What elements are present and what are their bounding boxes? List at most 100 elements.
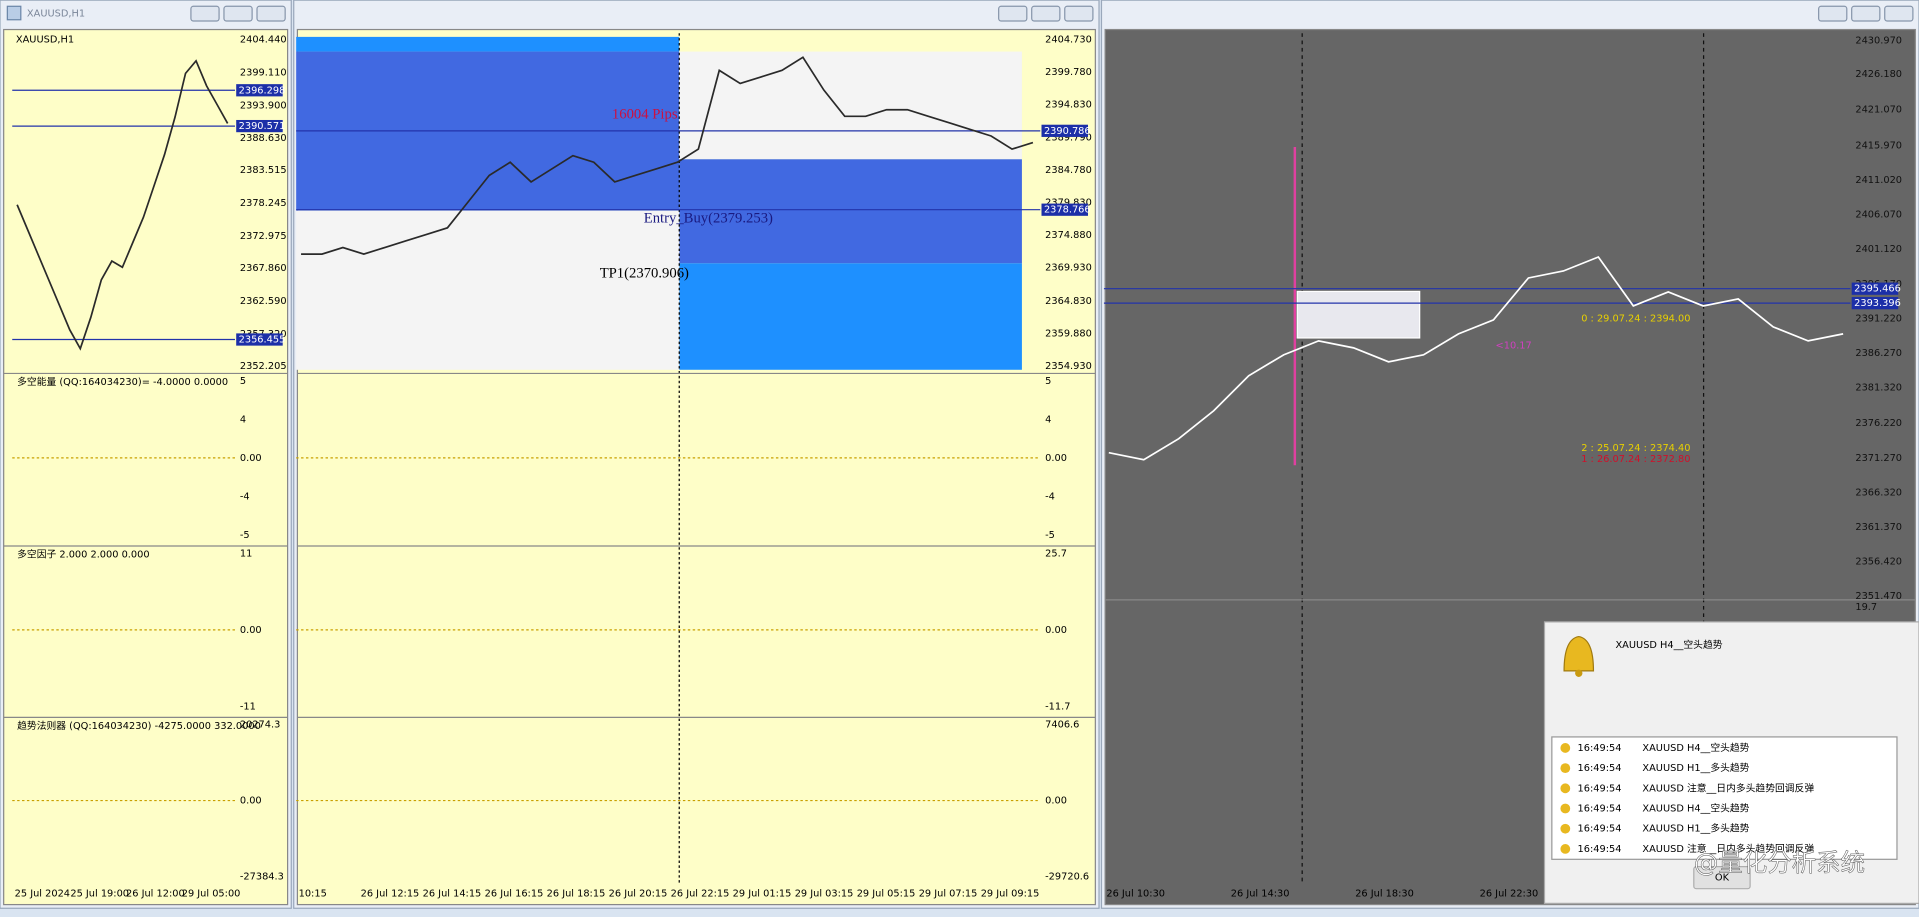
annotation: 2 : 25.07.24 : 2374.40 — [1581, 443, 1690, 454]
price-tick-label: 2404.440 — [240, 34, 287, 45]
annotation: 16004 Pips — [612, 107, 678, 123]
alert-time: 16:49:54 — [1578, 804, 1622, 815]
alert-text: XAUUSD 注意__日内多头趋势回调反弹 — [1642, 781, 1814, 794]
alert-text: XAUUSD H1__多头趋势 — [1642, 822, 1749, 835]
window-button — [998, 5, 1028, 22]
price-tick-label: 2381.320 — [1855, 383, 1902, 394]
annotation: 0 : 29.07.24 : 2394.00 — [1581, 313, 1690, 324]
price-tag-label: 2390.786 — [1044, 126, 1091, 137]
price-tag — [1041, 203, 1089, 216]
price-tick-label: 2421.070 — [1855, 105, 1902, 116]
zone — [1296, 290, 1421, 339]
price-tick-label: 2369.930 — [1045, 263, 1092, 274]
scale-label: 0.00 — [1045, 453, 1067, 464]
window-button — [1884, 5, 1914, 22]
price-tag — [236, 84, 283, 97]
price-tick-label: 2391.220 — [1855, 313, 1902, 324]
alert-text: XAUUSD H4__空头趋势 — [1642, 741, 1749, 754]
price-tick-label: 2430.970 — [1855, 36, 1902, 47]
annotation: Entry_Buy(2379.253) — [644, 211, 773, 227]
alert-time: 16:49:54 — [1578, 844, 1622, 855]
price-tick-label: 2394.830 — [1045, 99, 1092, 110]
price-tick-label: 2352.205 — [240, 361, 287, 372]
indicator-label: 趋势法则器 (QQ:164034230) -4275.0000 332.0000 — [17, 719, 261, 732]
price-tag — [1851, 282, 1899, 295]
window-button — [1851, 5, 1881, 22]
time-label: 26 Jul 22:30 — [1480, 889, 1539, 900]
price-tag — [236, 119, 283, 133]
price-tag — [1851, 297, 1899, 310]
annotation: <10.17 — [1496, 340, 1532, 351]
time-label: 29 Jul 07:15 — [919, 889, 978, 900]
price-tick-label: 2372.975 — [240, 231, 287, 242]
price-tick-label: 2366.320 — [1855, 487, 1902, 498]
watermark: @量化分析系统 — [1694, 848, 1865, 877]
price-line-series — [16, 59, 229, 351]
scale-label: -4 — [1045, 491, 1055, 502]
price-tick-label: 2354.930 — [1045, 361, 1092, 372]
price-tick-label: 2362.590 — [240, 296, 287, 307]
price-tag-label: 2378.766 — [1044, 205, 1091, 216]
price-tick-label: 2359.880 — [1045, 329, 1092, 340]
alert-time: 16:49:54 — [1578, 763, 1622, 774]
time-label: 26 Jul 16:15 — [485, 889, 544, 900]
price-tick-label: 2364.830 — [1045, 296, 1092, 307]
window-button — [1031, 5, 1061, 22]
time-label: 26 Jul 12:00 — [126, 889, 185, 900]
price-tag — [236, 333, 283, 346]
time-label: 29 Jul 05:15 — [857, 889, 916, 900]
price-tag-label: 2395.466 — [1854, 284, 1901, 295]
price-tag-label: 2390.571 — [239, 121, 286, 132]
zone — [679, 263, 1022, 370]
price-tick-label: 2367.860 — [240, 263, 287, 274]
time-label: 25 Jul 19:00 — [70, 889, 129, 900]
scale-label: 19.7 — [1855, 602, 1877, 613]
price-tick-label: 2374.880 — [1045, 230, 1092, 241]
scale-label: 7406.6 — [1045, 720, 1079, 731]
price-tick-label: 2361.370 — [1855, 522, 1902, 533]
alert-text: XAUUSD 注意__日内多头趋势回调反弹 — [1642, 842, 1814, 855]
price-tick-label: 2379.830 — [1045, 198, 1092, 209]
price-tick-label: 2388.630 — [240, 133, 287, 144]
bell-small — [1560, 743, 1571, 753]
window-button — [223, 5, 253, 22]
scale-label: 4 — [240, 414, 246, 425]
bell-small — [1560, 823, 1571, 834]
price-tick-label: 2401.120 — [1855, 244, 1902, 255]
price-tick-label: 2356.420 — [1855, 557, 1902, 568]
bell-small — [1560, 783, 1571, 794]
chart-area — [3, 28, 289, 906]
scale-label: 11 — [240, 548, 252, 559]
scale-label: -5 — [240, 530, 250, 541]
price-tag — [1041, 124, 1089, 137]
price-tick-label: 2415.970 — [1855, 140, 1902, 151]
scale-label: -11 — [240, 701, 256, 712]
window-button — [1064, 5, 1094, 22]
bell-small — [1560, 803, 1571, 814]
zone — [679, 159, 1022, 264]
bell-small — [1560, 763, 1571, 774]
scale-label: 0.00 — [240, 453, 262, 464]
zone — [679, 51, 1022, 160]
scale-label: 0.00 — [240, 796, 262, 807]
scale-label: 5 — [1045, 376, 1051, 387]
alert-text: XAUUSD H1__多头趋势 — [1642, 761, 1749, 774]
window-button — [256, 5, 286, 22]
scale-label: 4 — [1045, 414, 1051, 425]
window-icon — [6, 5, 22, 21]
price-tick-label: 2399.110 — [240, 68, 287, 79]
time-label: 29 Jul 05:00 — [182, 889, 241, 900]
ok-button[interactable] — [1693, 866, 1751, 890]
alert-list — [1551, 736, 1898, 860]
scale-label: 5 — [240, 376, 246, 387]
scale-label: 0.00 — [1045, 625, 1067, 636]
time-label: 26 Jul 10:30 — [1106, 889, 1165, 900]
ok-button-label[interactable]: OK — [1715, 873, 1730, 884]
price-tag-label: 2356.455 — [239, 335, 286, 346]
time-label: 29 Jul 01:15 — [733, 889, 792, 900]
scale-label: -11.7 — [1045, 701, 1070, 712]
indicator-label: 多空因子 2.000 2.000 0.000 — [17, 548, 149, 561]
price-tick-label: 2386.270 — [1855, 348, 1902, 359]
